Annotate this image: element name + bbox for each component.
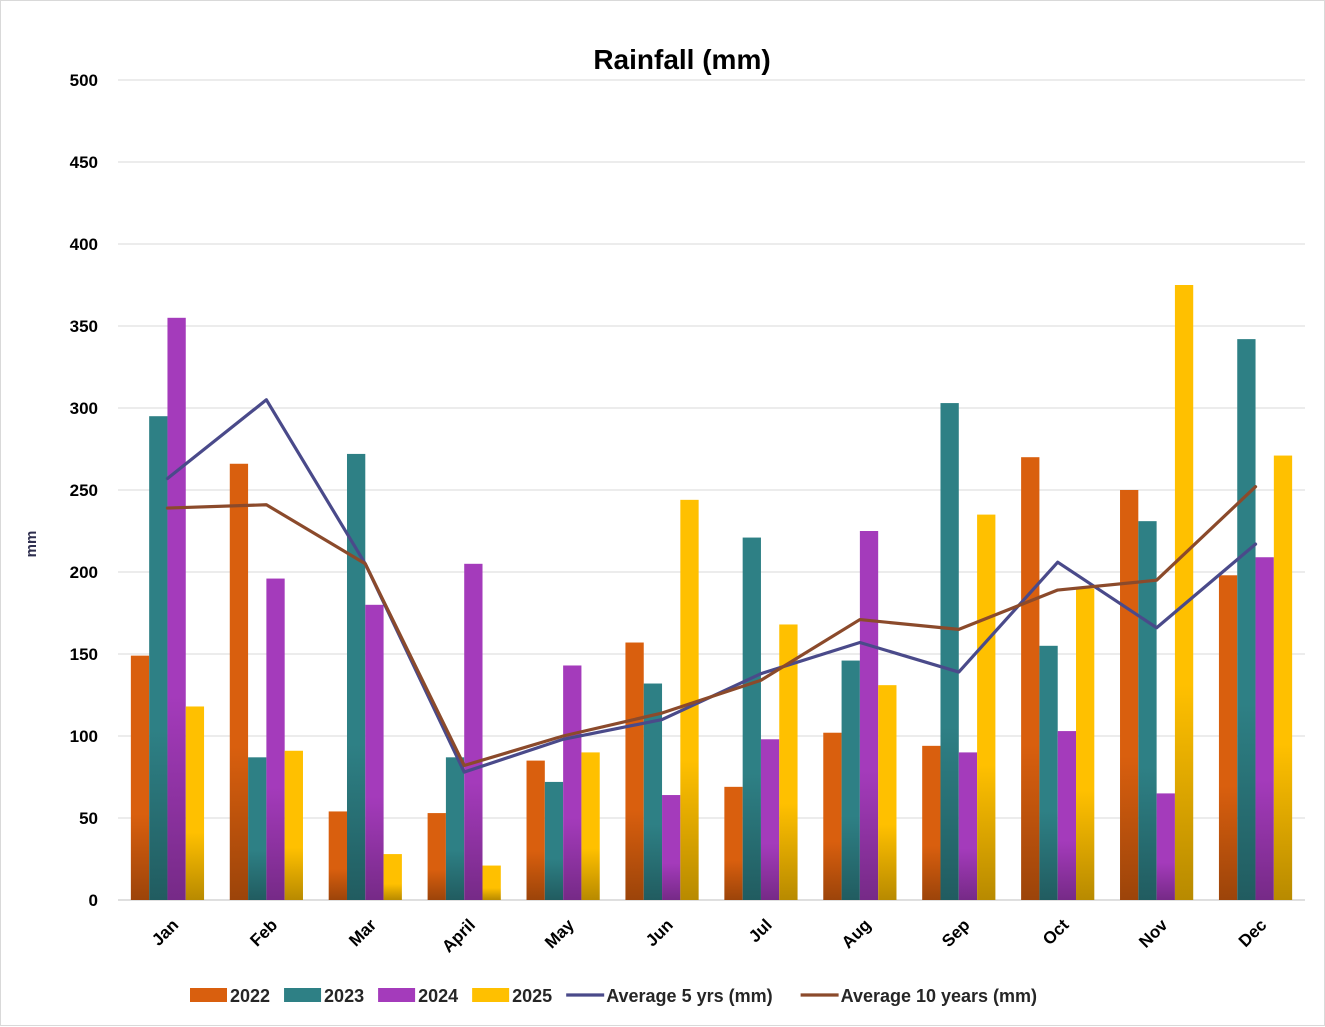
bar-2022-Jun [625,642,644,900]
bar-2025-Mar [383,854,402,900]
bar-2022-Dec [1218,575,1238,900]
bar-2022-April [427,813,446,900]
x-tick-label: Oct [1039,915,1073,949]
legend-item-2022: 2022 [190,986,270,1006]
bar-2022-May [526,760,545,900]
bar-2022-Oct [1021,457,1040,900]
bar-2022-Mar [328,811,347,900]
bar-2023-Sep [940,403,959,900]
bar-2024-Jun [662,795,681,900]
bar-2023-Jun [643,683,663,900]
line-average-10-years-mm- [165,485,1258,768]
bar-2024-Dec [1255,557,1274,900]
legend-swatch [190,988,227,1002]
bar-2023-Jan [149,416,168,900]
y-tick-label: 200 [70,563,98,582]
y-tick-label: 400 [70,235,98,254]
bar-2023-Feb [248,757,267,900]
y-tick-label: 450 [70,153,98,172]
bar-2025-Nov [1174,285,1194,900]
bar-2025-Feb [284,750,303,900]
bar-2025-Jan [185,706,205,900]
bar-2023-Dec [1237,339,1256,900]
y-tick-label: 150 [70,645,98,664]
bar-2023-May [544,781,564,900]
bar-2022-Nov [1120,490,1139,900]
bars [130,285,1293,900]
bar-2022-Feb [229,463,249,900]
bar-2024-Feb [266,578,285,900]
bar-2023-Jul [742,537,761,900]
bar-2025-May [581,752,600,900]
x-tick-label: Sep [938,915,973,950]
legend-item-average-10-years-mm-: Average 10 years (mm) [800,986,1037,1006]
legend-label: 2025 [512,986,552,1006]
x-tick-label: Nov [1135,915,1172,952]
bar-2024-Jul [760,739,780,900]
y-tick-label: 250 [70,481,98,500]
x-tick-label: Jan [148,915,182,949]
y-tick-label: 350 [70,317,98,336]
legend-label: 2024 [418,986,458,1006]
bar-2024-Sep [958,752,978,900]
bar-2023-Aug [841,660,860,900]
bar-2025-Jul [779,624,798,900]
x-tick-label: April [438,915,479,956]
legend-swatch [378,988,416,1002]
y-tick-label: 50 [79,809,98,828]
x-axis-ticks: Jan Feb Mar April May Jun Jul Aug Sep Oct Nov Dec [148,915,1270,956]
x-tick-label: Aug [838,915,875,952]
bar-2025-April [482,865,501,900]
bar-2024-May [563,665,582,900]
y-axis-label: mm [23,531,40,558]
y-tick-label: 300 [70,399,98,418]
y-tick-label: 100 [70,727,98,746]
legend-label: Average 5 yrs (mm) [606,986,772,1006]
bar-2022-Jan [130,655,150,900]
x-tick-label: Jun [642,915,677,950]
x-tick-label: Feb [246,915,281,950]
bar-2024-Jan [167,317,186,900]
legend-item-2025: 2025 [472,986,552,1006]
gridlines [118,79,1305,901]
bar-2023-Oct [1039,645,1058,900]
x-tick-label: Jul [745,915,776,946]
legend-label: 2022 [230,986,270,1006]
bar-2025-Oct [1076,588,1095,900]
bar-2025-Sep [977,514,996,900]
bar-2024-Mar [365,604,384,900]
bar-2025-Dec [1273,455,1293,900]
legend-swatch [284,988,322,1002]
bar-2025-Jun [680,499,699,900]
y-axis-ticks: 0 50 100 150 200 250 300 350 400 450 500 [70,71,98,910]
bar-2022-Aug [823,732,842,900]
bar-2024-April [464,563,483,900]
bar-2023-April [445,757,465,900]
bar-2024-Aug [859,531,879,900]
y-tick-label: 0 [89,891,98,910]
legend-item-2024: 2024 [378,986,458,1006]
legend-label: 2023 [324,986,364,1006]
bar-2024-Nov [1156,793,1175,900]
legend-swatch [472,988,510,1002]
x-tick-label: Mar [345,915,380,950]
x-tick-label: Dec [1235,915,1270,950]
bar-2025-Aug [878,685,897,900]
y-tick-label: 500 [70,71,98,90]
bar-2023-Mar [346,453,366,900]
legend-label: Average 10 years (mm) [841,986,1037,1006]
legend: 2022 2023 2024 2025 Average 5 yrs (mm) Averag… [190,986,1037,1006]
legend-item-2023: 2023 [284,986,364,1006]
bar-2022-Sep [922,745,941,900]
x-tick-label: May [541,915,578,952]
chart-title: Rainfall (mm) [593,44,770,75]
bar-2023-Nov [1138,521,1157,900]
average-lines [165,398,1258,774]
legend-item-average-5-yrs-mm-: Average 5 yrs (mm) [566,986,773,1006]
bar-2022-Jul [724,786,743,900]
bar-2024-Oct [1057,731,1077,900]
